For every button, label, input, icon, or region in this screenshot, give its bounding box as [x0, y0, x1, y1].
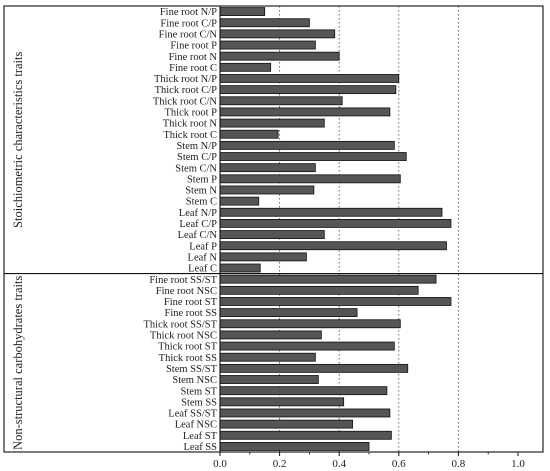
bar	[219, 297, 452, 306]
category-label: Stem C/N	[175, 163, 217, 174]
category-label: Leaf NSC	[175, 420, 217, 431]
bar	[219, 74, 400, 83]
bar	[219, 363, 409, 373]
category-label: Thick root SS	[159, 353, 217, 364]
category-label: Thick root NSC	[150, 331, 217, 342]
bar	[219, 397, 345, 407]
bar	[219, 252, 307, 262]
category-label: Leaf P	[189, 241, 217, 252]
x-tick-label: 0.8	[452, 458, 466, 470]
category-label: Thick root C/N	[153, 96, 218, 107]
bar	[219, 129, 279, 139]
category-label: Fine root N	[169, 52, 218, 63]
category-label: Fine root SS/ST	[149, 275, 217, 286]
category-label: Thick root N	[163, 119, 218, 130]
bar	[219, 118, 325, 128]
category-label: Thick root ST	[158, 342, 217, 353]
category-label: Leaf N	[188, 252, 218, 263]
category-label: Fine root C	[169, 63, 217, 74]
bar	[219, 174, 401, 184]
category-label: Thick root P	[165, 108, 218, 119]
bar	[219, 319, 401, 329]
x-tick-label: 1.0	[511, 458, 525, 470]
category-label: Leaf SS/ST	[168, 409, 217, 420]
bar	[219, 207, 443, 217]
bar	[219, 241, 447, 251]
category-label: Fine root ST	[164, 297, 218, 308]
x-tick-label: 0.2	[273, 458, 287, 470]
bar	[219, 7, 266, 16]
bar	[219, 196, 260, 206]
category-label: Fine root N/P	[160, 7, 217, 18]
category-label: Thick root C/P	[155, 85, 218, 96]
category-label: Fine root NSC	[156, 286, 217, 297]
x-tick-label: 0.4	[332, 458, 346, 470]
category-label: Thick root SS/ST	[143, 319, 217, 330]
bar	[219, 18, 310, 28]
bar	[219, 96, 343, 106]
bar	[219, 40, 316, 50]
bar	[219, 29, 336, 39]
category-label: Leaf ST	[183, 431, 218, 442]
category-label: Fine root P	[170, 41, 217, 52]
bar	[219, 185, 315, 195]
bar	[219, 163, 316, 173]
category-label: Thick root N/P	[154, 74, 217, 85]
category-label: Stem N/P	[176, 141, 217, 152]
bar	[219, 352, 316, 362]
category-label: Leaf SS	[183, 442, 217, 453]
bar	[219, 430, 392, 440]
bar	[219, 263, 261, 273]
group-label: Stoichiometric characteristics traits	[11, 52, 25, 228]
bar	[219, 285, 419, 295]
category-label: Stem SS	[181, 397, 217, 408]
bar	[219, 308, 358, 318]
category-label: Thick root C	[163, 130, 217, 141]
category-label: Stem C/P	[177, 152, 217, 163]
bar	[219, 230, 325, 239]
category-label: Fine root C/N	[159, 29, 218, 40]
bar	[219, 51, 340, 61]
category-label: Stem N	[185, 186, 217, 197]
plot-frame	[3, 5, 544, 453]
bar	[219, 341, 395, 351]
bar	[219, 375, 319, 384]
bar	[219, 442, 370, 451]
bar	[219, 62, 272, 72]
bar	[219, 386, 388, 396]
category-label: Fine root SS	[164, 308, 217, 319]
category-label: Leaf N/P	[179, 208, 217, 219]
x-tick-label: 0.0	[213, 458, 227, 470]
bar	[219, 107, 391, 117]
category-label: Stem C	[186, 197, 217, 208]
category-label: Fine root C/P	[160, 18, 217, 29]
category-label: Leaf C	[188, 264, 217, 275]
bar	[219, 85, 397, 95]
x-tick-label: 0.6	[392, 458, 406, 470]
category-label: Stem SS/ST	[166, 364, 218, 375]
bar	[219, 408, 391, 418]
category-label: Leaf C/N	[178, 230, 218, 241]
bar	[219, 419, 354, 429]
category-label: Stem NSC	[172, 375, 217, 386]
bar	[219, 140, 395, 150]
category-label: Leaf C/P	[179, 219, 217, 230]
category-label: Stem P	[187, 174, 217, 185]
bar	[219, 330, 322, 340]
bar	[219, 152, 407, 161]
group-label: Non-structural carbohydrates traits	[11, 276, 25, 450]
bar	[219, 219, 452, 228]
category-label: Stem ST	[181, 386, 218, 397]
bar	[219, 274, 437, 284]
